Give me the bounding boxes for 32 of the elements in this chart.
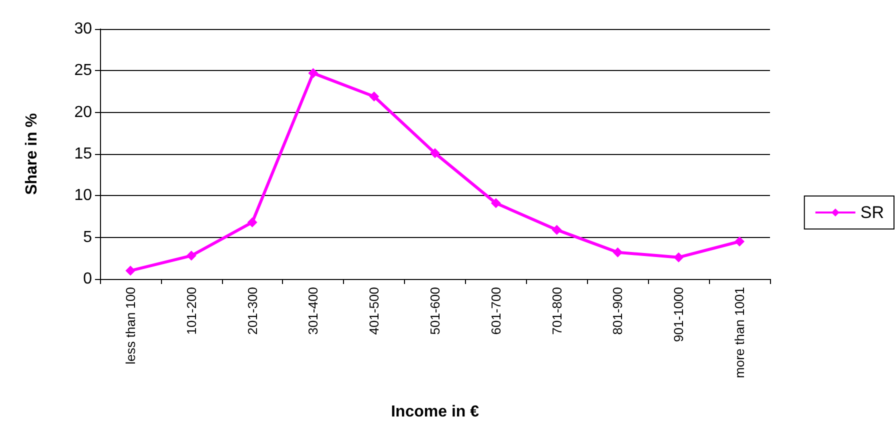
x-tick-label: 401-500 [366, 287, 382, 335]
point [552, 224, 562, 235]
point [430, 148, 440, 158]
y-tick-label: 10 [74, 187, 92, 204]
x-tick-label: 601-700 [488, 287, 504, 335]
x-tick-label: 301-400 [306, 287, 321, 335]
y-tick-label: 20 [74, 104, 92, 121]
point [186, 250, 196, 261]
x-tick-label: 201-300 [244, 287, 260, 335]
x-tick-label: 501-600 [428, 287, 442, 335]
point [369, 92, 380, 102]
y-tick-label: 5 [83, 228, 92, 246]
y-tick-label: 25 [74, 62, 92, 80]
y-tick-label: 0 [83, 270, 92, 288]
y-tick-label: 15 [74, 146, 92, 162]
x-tick-label: less than 100 [122, 287, 138, 364]
x-tick-label: more than 1001 [732, 287, 748, 378]
point [308, 68, 318, 78]
x-tick-label: 801-900 [610, 287, 626, 335]
x-tick-label: 101-200 [184, 287, 199, 335]
point [490, 198, 501, 208]
point [674, 252, 684, 262]
point [612, 247, 623, 258]
x-axis-title: Income in € [390, 404, 480, 420]
x-tick-label: 901-1000 [671, 287, 686, 342]
point [734, 236, 745, 246]
legend-label: SR [860, 203, 884, 222]
x-tick-label: 701-800 [549, 287, 564, 335]
y-tick-label: 30 [74, 20, 92, 38]
point [247, 217, 258, 228]
point [125, 266, 136, 276]
y-axis-title: Share in % [24, 113, 40, 195]
